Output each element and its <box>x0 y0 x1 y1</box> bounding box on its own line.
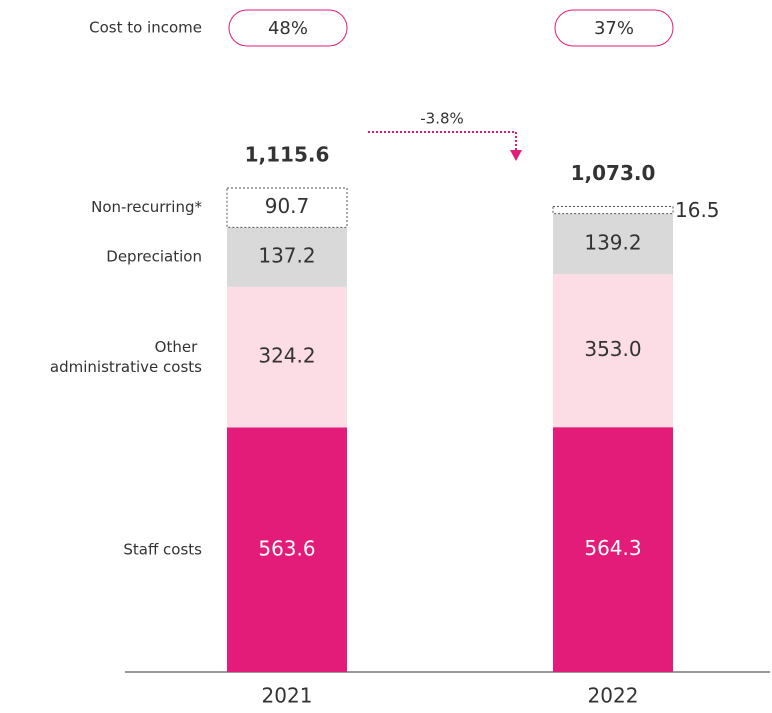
change-label: -3.8% <box>420 110 464 128</box>
data-label: 90.7 <box>265 194 310 218</box>
data-label: 324.2 <box>258 344 315 368</box>
cost-to-income-pill <box>228 9 348 47</box>
data-label: 137.2 <box>258 244 315 268</box>
change-arrow-line <box>368 131 517 150</box>
x-tick-label: 2022 <box>588 684 639 708</box>
bar-segment <box>227 286 347 428</box>
cost-to-income-pill <box>554 9 674 47</box>
data-label: 564.3 <box>584 536 641 560</box>
cost-to-income-label: Cost to income <box>89 19 202 37</box>
data-label: 563.6 <box>258 536 315 560</box>
bar-segment <box>226 187 348 228</box>
bar-segment <box>552 206 674 215</box>
total-label: 1,073.0 <box>571 161 656 185</box>
series-label: Non-recurring* <box>91 198 202 216</box>
bar-segment <box>227 227 347 287</box>
bar-segment <box>227 427 347 672</box>
data-label: 353.0 <box>584 337 641 361</box>
cost-to-income-value: 48% <box>268 18 308 39</box>
change-arrow-head <box>510 150 522 161</box>
bar-segment <box>553 274 673 428</box>
series-label: Other administrative costs <box>50 338 202 376</box>
series-label: Depreciation <box>106 248 202 266</box>
cost-to-income-value: 37% <box>594 18 634 39</box>
bar-segment <box>553 213 673 275</box>
total-label: 1,115.6 <box>245 143 330 167</box>
data-label: 139.2 <box>584 230 641 254</box>
data-label: 16.5 <box>675 198 720 222</box>
x-tick-label: 2021 <box>262 684 313 708</box>
series-label: Staff costs <box>123 540 202 558</box>
bar-segment <box>553 427 673 672</box>
